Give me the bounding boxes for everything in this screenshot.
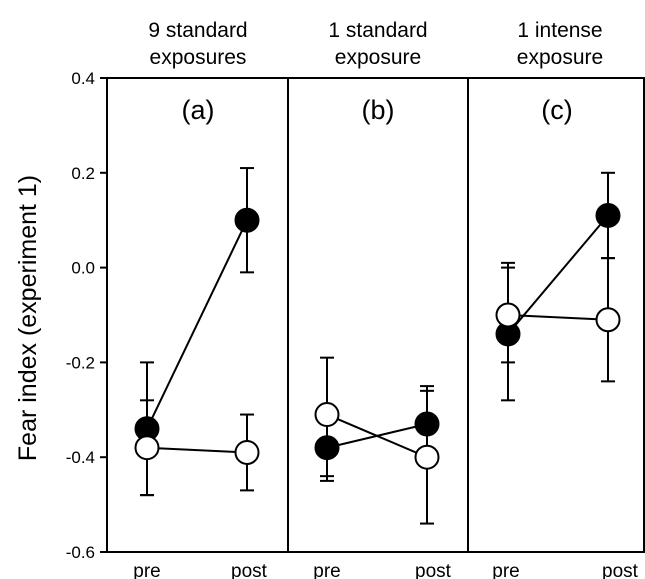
y-tick-label: -0.2: [66, 353, 95, 372]
panel-c-title-line2: exposure: [517, 46, 603, 69]
y-tick-label: -0.4: [66, 448, 95, 467]
data-point-filled-post: [234, 207, 260, 233]
y-axis-label: Fear index (experiment 1): [14, 175, 42, 461]
data-point-open-post: [595, 307, 621, 333]
panel-a-title-line2: exposures: [150, 46, 247, 69]
data-point-filled-post: [414, 411, 440, 437]
panel-c-label: (c): [541, 95, 572, 125]
series-line-filled: [507, 214, 609, 335]
data-point-open-post: [414, 444, 440, 470]
data-point-filled-post: [595, 202, 621, 228]
panel-b-series: [314, 356, 440, 525]
panel-c-series: [495, 171, 621, 402]
series-line-open: [507, 314, 609, 321]
x-tick-labels: pre post pre post pre post: [133, 561, 638, 579]
data-point-filled-pre: [314, 435, 340, 461]
y-tick-label: -0.6: [66, 543, 95, 562]
panel-a-title-line1: 9 standard: [148, 19, 247, 42]
panel-titles: 9 standard exposures 1 standard exposure…: [148, 19, 603, 69]
panel-c-title-line1: 1 intense: [517, 19, 602, 42]
panel-b-title-line1: 1 standard: [328, 19, 427, 42]
data-point-open-post: [234, 439, 260, 465]
series-line-filled: [146, 219, 248, 430]
panel-b-label: (b): [362, 95, 395, 125]
data-series: [134, 167, 621, 525]
x-tick-b-post: post: [415, 561, 452, 579]
y-tick-label: 0.0: [71, 259, 95, 278]
y-axis: Fear index (experiment 1): [14, 175, 42, 461]
y-tick-labels: 0.4 0.2 0.0 -0.2 -0.4 -0.6: [66, 69, 95, 562]
data-point-open-pre: [495, 302, 521, 328]
panel-labels: (a) (b) (c): [182, 95, 573, 125]
panel-b-title-line2: exposure: [335, 46, 421, 69]
y-tick-label: 0.2: [71, 164, 95, 183]
data-point-open-pre: [314, 402, 340, 428]
x-tick-a-pre: pre: [133, 561, 160, 579]
panel-a-label: (a): [182, 95, 215, 125]
series-line-open: [326, 413, 428, 459]
x-tick-c-post: post: [602, 561, 639, 579]
plot-frame: [100, 77, 645, 553]
x-tick-c-pre: pre: [492, 561, 519, 579]
x-tick-a-post: post: [231, 561, 268, 579]
y-tick-label: 0.4: [71, 69, 95, 88]
series-line-open: [146, 446, 248, 454]
x-tick-b-pre: pre: [313, 561, 340, 579]
panel-a-series: [134, 167, 260, 497]
data-point-open-pre: [134, 435, 160, 461]
